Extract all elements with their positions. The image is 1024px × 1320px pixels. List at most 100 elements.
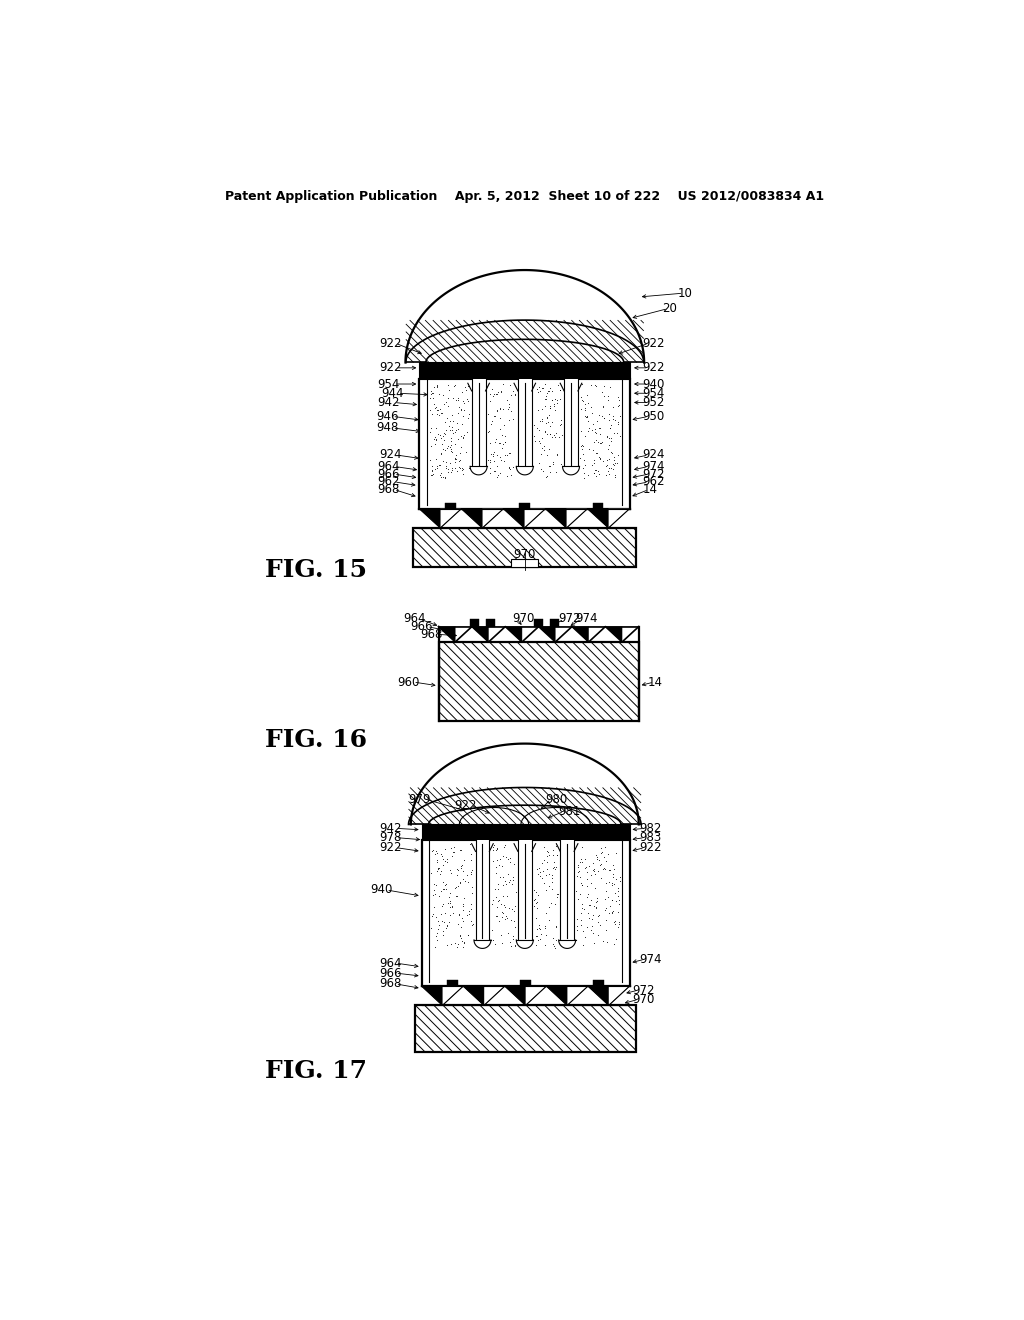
Text: 940: 940 [370, 883, 392, 896]
Polygon shape [516, 940, 534, 948]
Text: 20: 20 [662, 302, 677, 315]
Polygon shape [442, 986, 463, 1006]
Text: 944: 944 [381, 387, 403, 400]
Text: 974: 974 [643, 459, 666, 473]
Text: 966: 966 [379, 966, 401, 979]
Polygon shape [447, 979, 458, 986]
Text: 978: 978 [379, 832, 401, 843]
Text: 922: 922 [379, 362, 401, 375]
Text: 960: 960 [397, 676, 419, 689]
Polygon shape [474, 940, 490, 948]
Polygon shape [422, 986, 442, 1006]
Polygon shape [564, 379, 578, 466]
Polygon shape [504, 508, 524, 528]
Text: 954: 954 [378, 378, 400, 391]
Polygon shape [550, 619, 559, 627]
Polygon shape [546, 508, 566, 528]
Polygon shape [429, 840, 622, 986]
Text: 970: 970 [633, 993, 655, 1006]
Polygon shape [539, 627, 555, 642]
Polygon shape [422, 986, 630, 1006]
Polygon shape [440, 508, 462, 528]
Polygon shape [560, 840, 574, 940]
Text: 974: 974 [639, 953, 662, 966]
Polygon shape [472, 379, 485, 466]
Text: 922: 922 [639, 841, 662, 854]
Polygon shape [535, 619, 544, 627]
Text: 972: 972 [558, 612, 581, 626]
Polygon shape [588, 986, 608, 1006]
Text: 950: 950 [643, 409, 665, 422]
Polygon shape [567, 986, 588, 1006]
Polygon shape [482, 508, 504, 528]
Polygon shape [484, 986, 505, 1006]
Text: 970: 970 [512, 612, 535, 626]
Polygon shape [519, 503, 529, 508]
Text: 962: 962 [643, 475, 666, 488]
Polygon shape [475, 840, 489, 940]
Text: 924: 924 [643, 449, 666, 462]
Polygon shape [547, 986, 567, 1006]
Text: 964: 964 [403, 612, 425, 626]
Polygon shape [486, 619, 496, 627]
Polygon shape [593, 503, 603, 508]
Polygon shape [562, 466, 580, 475]
Polygon shape [524, 508, 546, 528]
Polygon shape [422, 825, 630, 840]
Text: 942: 942 [378, 396, 400, 409]
Polygon shape [593, 979, 604, 986]
Text: 952: 952 [643, 396, 665, 409]
Text: 954: 954 [643, 387, 665, 400]
Text: 970: 970 [514, 548, 536, 561]
Text: FIG. 15: FIG. 15 [265, 558, 368, 582]
Text: 972: 972 [633, 983, 655, 997]
Text: 979: 979 [409, 792, 431, 805]
Polygon shape [555, 627, 572, 642]
Text: FIG. 17: FIG. 17 [265, 1059, 368, 1082]
Polygon shape [472, 627, 488, 642]
Polygon shape [419, 508, 630, 528]
Text: 966: 966 [411, 620, 433, 634]
Text: 966: 966 [378, 467, 400, 480]
Text: FIG. 16: FIG. 16 [265, 727, 368, 752]
Text: 14: 14 [648, 676, 663, 689]
Text: 982: 982 [639, 822, 662, 834]
Polygon shape [518, 379, 531, 466]
Text: 922: 922 [379, 337, 401, 350]
Text: 964: 964 [378, 459, 400, 473]
Text: 14: 14 [643, 483, 657, 496]
Polygon shape [463, 986, 484, 1006]
Polygon shape [488, 627, 505, 642]
Text: 981: 981 [558, 805, 581, 818]
Text: 922: 922 [379, 841, 401, 854]
Polygon shape [525, 986, 547, 1006]
Polygon shape [406, 271, 644, 363]
Text: 10: 10 [677, 286, 692, 300]
Polygon shape [470, 466, 487, 475]
Text: 942: 942 [379, 822, 401, 834]
Polygon shape [505, 627, 522, 642]
Polygon shape [605, 627, 622, 642]
Polygon shape [516, 466, 534, 475]
Polygon shape [505, 986, 525, 1006]
Text: 922: 922 [455, 799, 477, 812]
Polygon shape [572, 627, 589, 642]
Text: 946: 946 [376, 409, 398, 422]
Text: 948: 948 [376, 421, 398, 434]
Text: 940: 940 [643, 378, 665, 391]
Polygon shape [445, 503, 457, 508]
Polygon shape [566, 508, 588, 528]
Polygon shape [419, 363, 630, 379]
Polygon shape [589, 627, 605, 642]
Text: 980: 980 [545, 792, 567, 805]
Polygon shape [608, 508, 630, 528]
Polygon shape [456, 627, 472, 642]
Polygon shape [588, 508, 608, 528]
Text: 968: 968 [379, 977, 401, 990]
Text: Patent Application Publication    Apr. 5, 2012  Sheet 10 of 222    US 2012/00838: Patent Application Publication Apr. 5, 2… [225, 190, 824, 203]
Polygon shape [427, 379, 622, 508]
Polygon shape [518, 840, 531, 940]
Text: 922: 922 [643, 337, 666, 350]
Text: 968: 968 [378, 483, 400, 496]
Polygon shape [608, 986, 630, 1006]
